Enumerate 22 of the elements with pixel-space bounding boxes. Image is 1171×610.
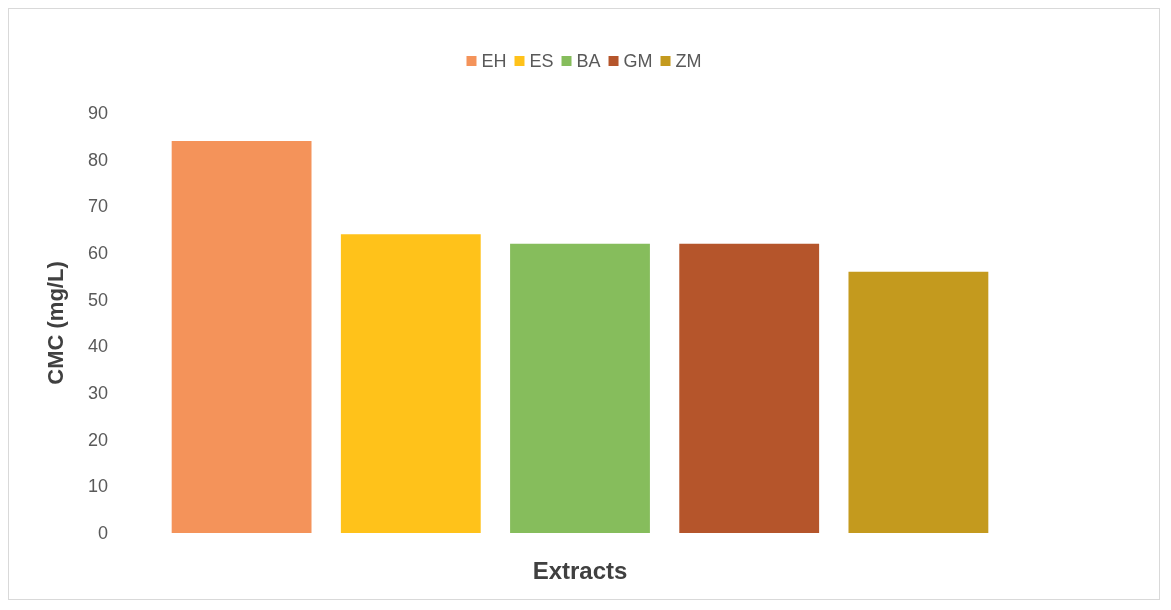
legend-label: GM — [623, 51, 653, 71]
y-tick-label: 0 — [97, 523, 108, 543]
legend-label: ES — [529, 51, 554, 71]
y-tick-label: 30 — [87, 383, 108, 403]
y-tick-label: 50 — [87, 289, 108, 310]
bar — [679, 243, 820, 533]
bar — [340, 234, 481, 533]
y-tick-label: 40 — [87, 336, 108, 357]
legend-label: EH — [481, 51, 507, 71]
y-tick-label: 80 — [87, 149, 108, 170]
bar — [171, 141, 312, 533]
bar — [848, 271, 989, 533]
y-tick-label: 90 — [87, 103, 108, 123]
bar — [510, 243, 650, 533]
y-axis-title: CMC (mg/L) — [42, 261, 68, 385]
y-tick-label: 10 — [87, 476, 108, 497]
y-tick-label: 20 — [87, 429, 108, 450]
legend-label: ZM — [675, 51, 702, 71]
x-axis-title: Extracts — [532, 556, 628, 584]
y-tick-label: 60 — [87, 243, 108, 263]
legend-label: BA — [576, 51, 601, 71]
y-tick-label: 70 — [87, 196, 108, 217]
